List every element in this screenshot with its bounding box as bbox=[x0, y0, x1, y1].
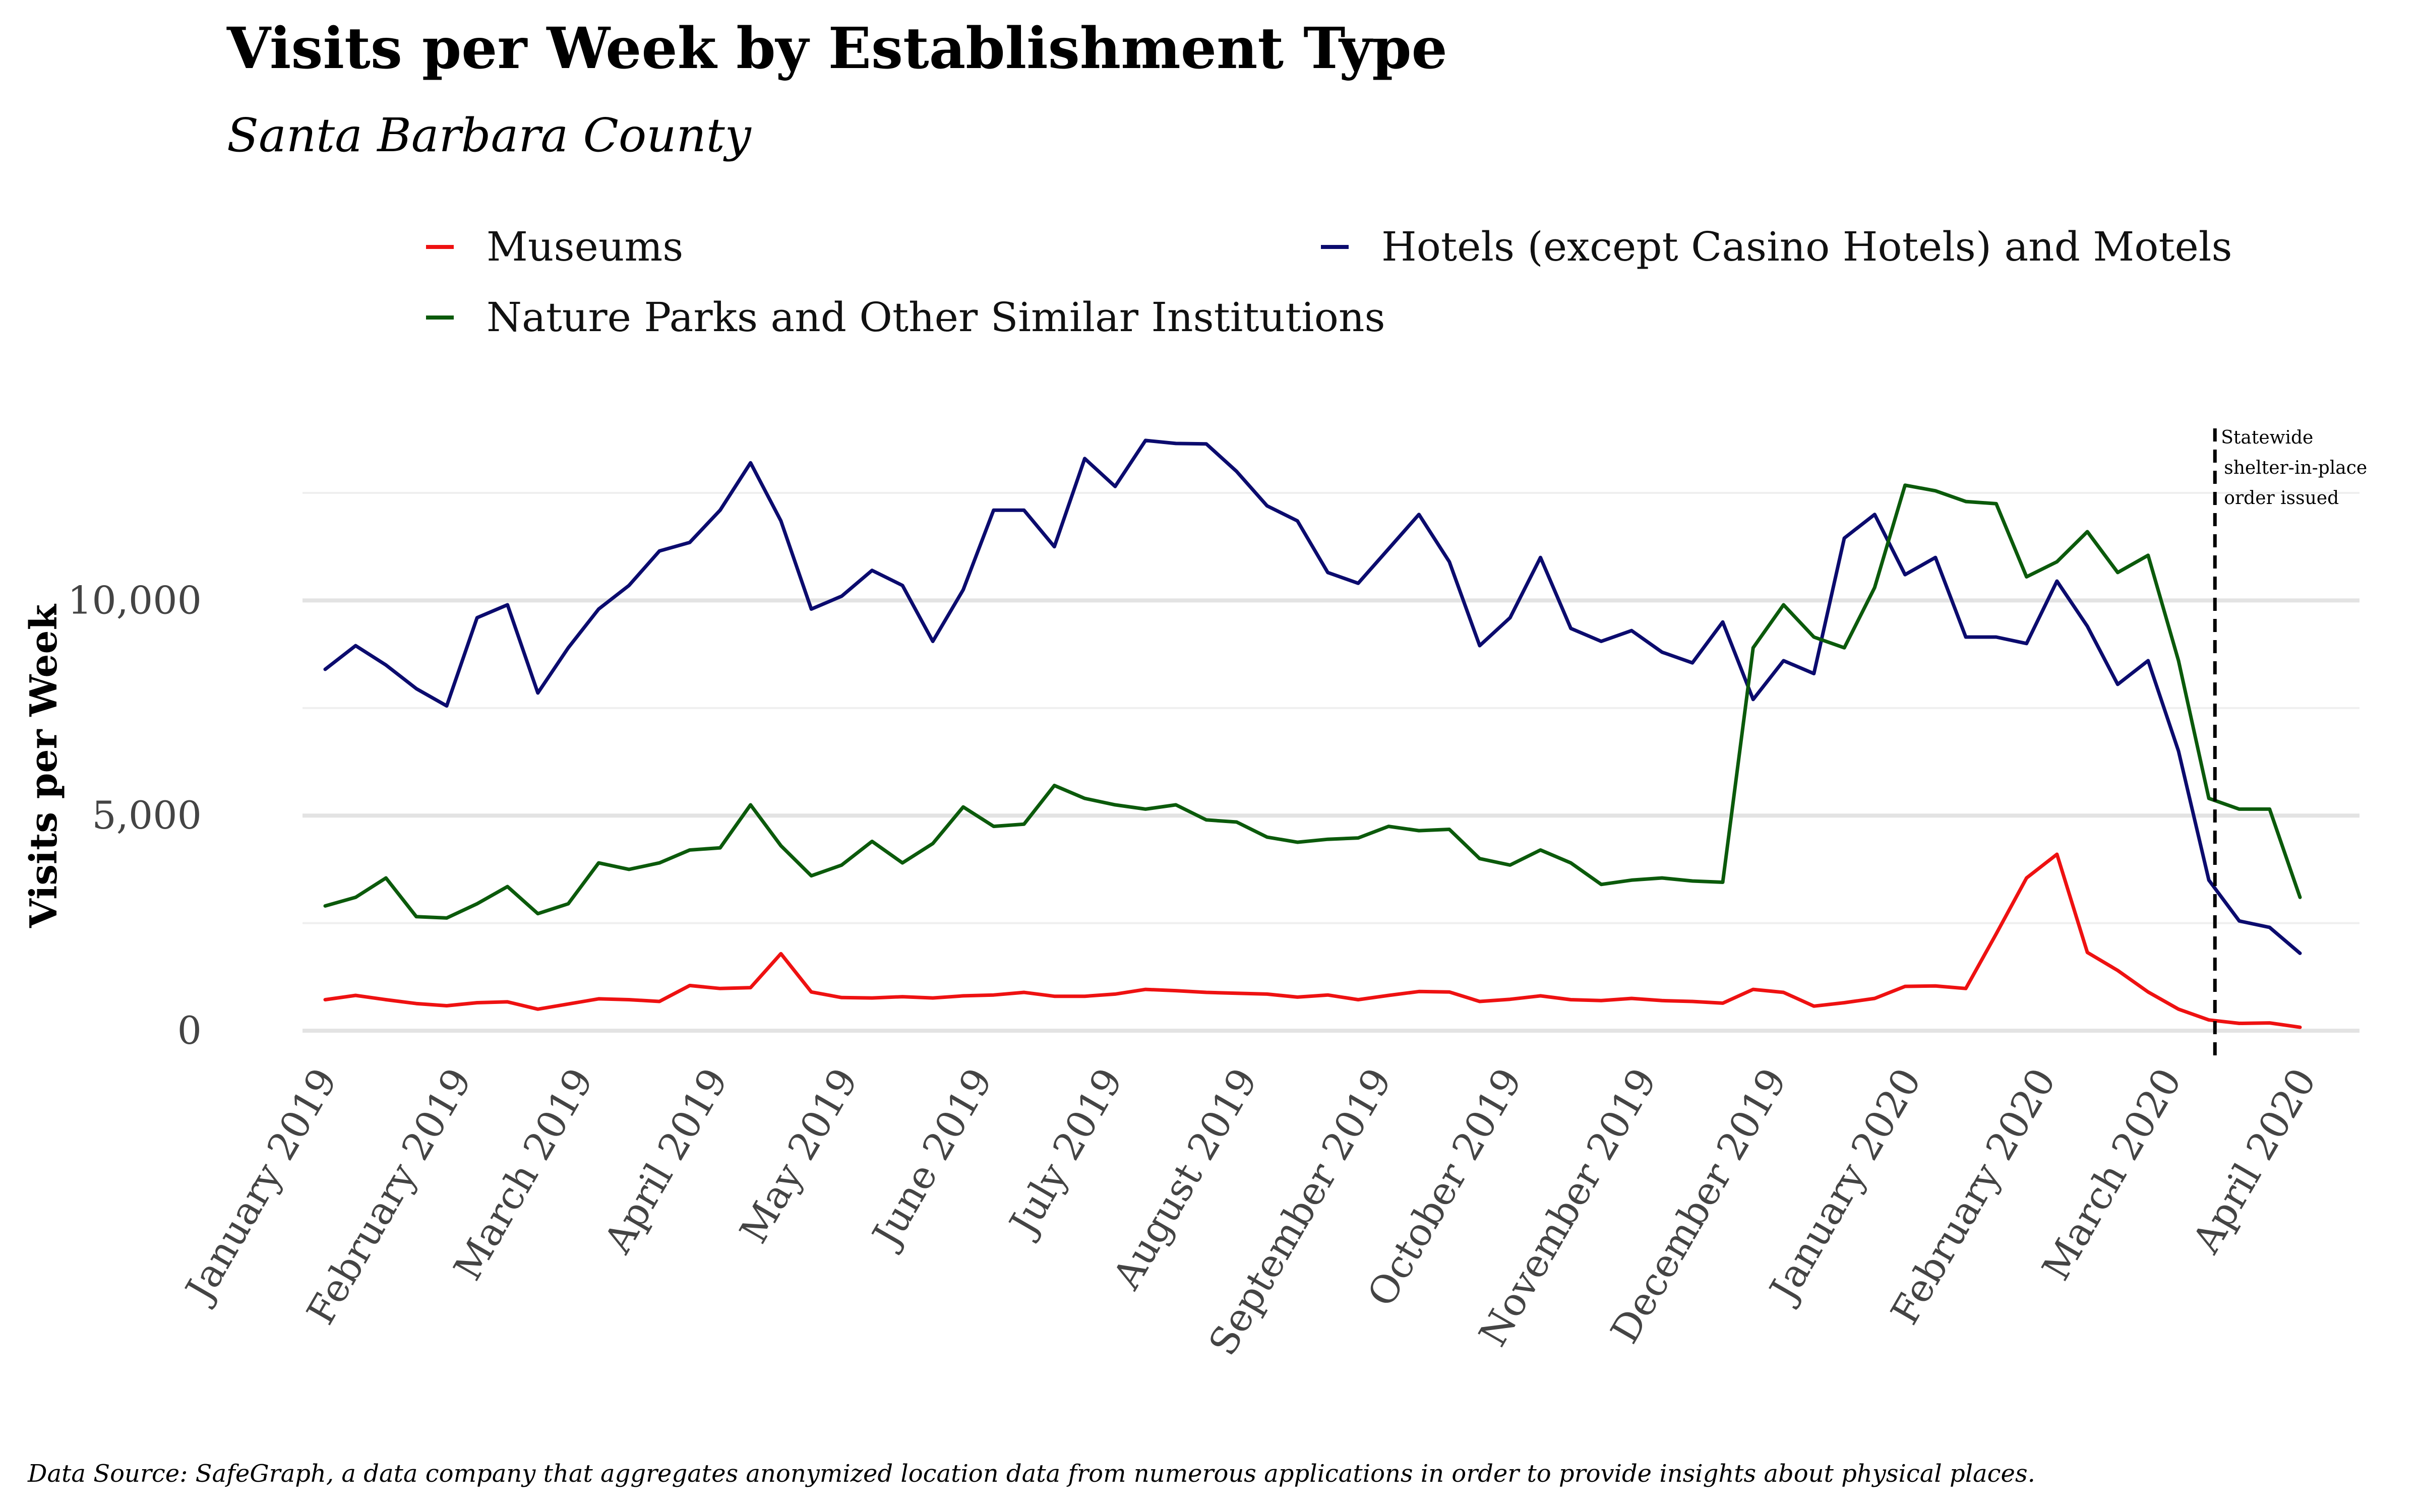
x-tick-label: May 2019 bbox=[731, 1061, 867, 1251]
y-tick-label: 5,000 bbox=[92, 793, 202, 838]
series-line-1 bbox=[325, 440, 2300, 954]
y-tick-label: 10,000 bbox=[68, 578, 202, 622]
annotations: Statewide shelter-in-place order issued bbox=[2215, 427, 2367, 1058]
y-axis-ticks: 0 5,000 10,000 bbox=[68, 578, 202, 1053]
chart-title: Visits per Week by Establishment Type bbox=[226, 16, 1447, 82]
legend-label: Hotels (except Casino Hotels) and Motels bbox=[1381, 223, 2232, 270]
x-tick-label: April 2020 bbox=[2183, 1061, 2325, 1261]
y-tick-label: 0 bbox=[177, 1008, 202, 1053]
annotation-text: Statewide bbox=[2221, 427, 2313, 448]
series-line-0 bbox=[325, 854, 2300, 1027]
chart-subtitle: Santa Barbara County bbox=[227, 108, 752, 162]
x-tick-label: August 2019 bbox=[1104, 1061, 1266, 1297]
x-tick-label: June 2019 bbox=[862, 1061, 1001, 1257]
annotation-text: shelter-in-place bbox=[2224, 458, 2367, 478]
legend: Museums Hotels (except Casino Hotels) and… bbox=[426, 223, 2232, 341]
data-source-caption: Data Source: SafeGraph, a data company t… bbox=[27, 1460, 2035, 1488]
y-axis-label: Visits per Week bbox=[22, 603, 66, 928]
annotation-text: order issued bbox=[2224, 488, 2339, 509]
x-tick-label: July 2019 bbox=[999, 1061, 1131, 1245]
x-tick-label: April 2019 bbox=[595, 1061, 737, 1261]
legend-label: Museums bbox=[487, 223, 683, 270]
series-lines bbox=[325, 440, 2300, 1027]
legend-label: Nature Parks and Other Similar Instituti… bbox=[487, 294, 1385, 341]
